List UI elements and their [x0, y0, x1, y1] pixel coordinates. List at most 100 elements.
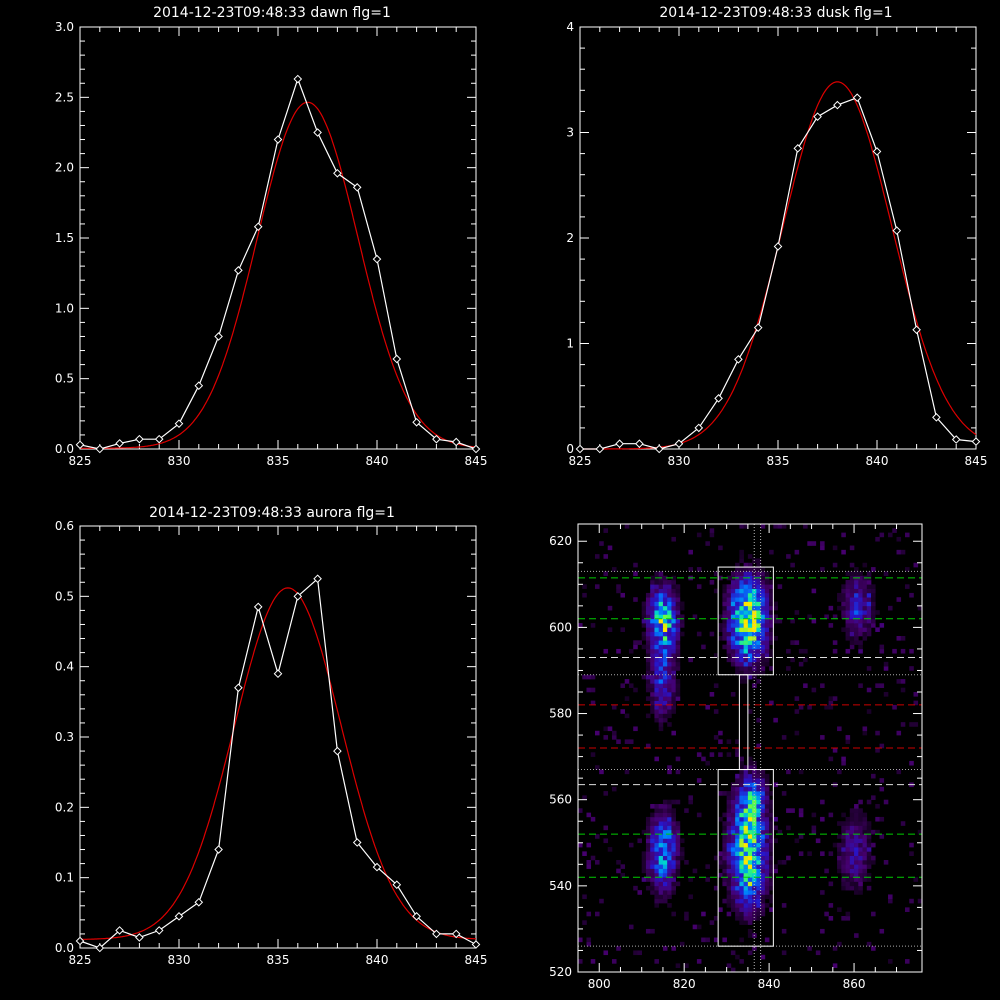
heatmap-cell [879, 778, 885, 783]
heatmap-cell [743, 778, 749, 783]
heatmap-cell [747, 674, 753, 680]
heatmap-cell [726, 872, 732, 878]
heatmap-cell [726, 631, 732, 637]
heatmap-cell [671, 847, 676, 852]
heatmap-cell [824, 868, 829, 874]
heatmap-cell [854, 851, 859, 856]
heatmap-cell [658, 661, 664, 667]
heatmap-cell [756, 636, 761, 641]
heatmap-cell [811, 541, 817, 546]
heatmap-cell [730, 903, 736, 908]
heatmap-cell [620, 627, 626, 632]
heatmap-cell [756, 631, 761, 637]
heatmap-cell [862, 847, 868, 852]
heatmap-cell [624, 713, 630, 719]
heatmap-cell [650, 679, 655, 684]
heatmap-cell [650, 575, 655, 581]
heatmap-cell [862, 580, 868, 585]
heatmap-cell [650, 631, 655, 637]
heatmap-cell [645, 838, 651, 844]
heatmap-cell [900, 679, 906, 684]
heatmap-cell [730, 644, 736, 650]
heatmap-cell [654, 877, 659, 882]
dusk-data-point [575, 444, 585, 454]
heatmap-cell [730, 648, 736, 654]
heatmap-cell [735, 890, 740, 895]
heatmap-cell [845, 592, 851, 598]
heatmap-cell [726, 808, 732, 813]
heatmap-cell [752, 808, 757, 813]
heatmap-cell [594, 765, 600, 770]
heatmap-cell [586, 864, 592, 869]
heatmap-cell [743, 679, 749, 684]
dusk-data-point [654, 444, 664, 454]
heatmap-cell [692, 868, 698, 874]
heatmap-cell [854, 821, 859, 826]
heatmap-cell [675, 864, 681, 869]
heatmap-cell [735, 648, 740, 654]
heatmap-cell [900, 636, 906, 641]
heatmap-cell [633, 950, 638, 956]
heatmap-cell [739, 812, 744, 818]
dawn-data-point [154, 434, 164, 444]
heatmap-cell [667, 894, 672, 900]
heatmap-cell [871, 911, 876, 917]
heatmap-cell [854, 601, 859, 607]
heatmap-cell [743, 877, 749, 882]
heatmap-cell [662, 610, 668, 615]
heatmap-cell [735, 562, 740, 568]
heatmap-cell [645, 605, 651, 611]
heatmap-cell [671, 580, 676, 585]
heatmap-cell [675, 696, 681, 701]
heatmap-cell [756, 623, 761, 628]
heatmap-cell [671, 605, 676, 611]
heatmap-cell [730, 864, 736, 869]
heatmap-cell [735, 592, 740, 598]
heatmap-cell [650, 601, 655, 607]
heatmap-cell [671, 730, 676, 736]
heatmap-cell [739, 674, 744, 680]
heatmap-cell [726, 657, 732, 663]
heatmap-cell [752, 860, 757, 865]
heatmap-cell [722, 838, 727, 844]
heatmap-cell [722, 881, 727, 887]
heatmap-cell [675, 657, 681, 663]
heatmap-cell [662, 713, 668, 719]
heatmap-cell [726, 963, 732, 968]
heatmap-cell [654, 623, 659, 628]
dawn-data-point [95, 444, 105, 454]
heatmap-cell [730, 907, 736, 912]
heatmap-cell [650, 838, 655, 844]
heatmap-cell [849, 597, 855, 602]
heatmap-cell [739, 786, 744, 792]
heatmap-cell [743, 842, 749, 848]
heatmap-cell [688, 567, 693, 572]
heatmap-cell [854, 872, 859, 878]
heatmap-cell [849, 868, 855, 874]
heatmap-cell [735, 597, 740, 602]
heatmap-cell [658, 717, 664, 723]
heatmap-cell [637, 838, 643, 844]
heatmap-cell [654, 881, 659, 887]
heatmap-cell [773, 605, 778, 611]
heatmap-cell [760, 597, 766, 602]
heatmap-cell [756, 868, 761, 874]
heatmap-cell [730, 804, 736, 809]
heatmap-cell [871, 860, 876, 865]
heatmap-cell [841, 592, 846, 598]
heatmap-cell [650, 666, 655, 671]
heatmap-cell [650, 700, 655, 706]
heatmap-cell [654, 804, 659, 809]
heatmap-cell [658, 692, 664, 697]
heatmap-cell [747, 644, 753, 650]
heatmap-cell [773, 618, 778, 624]
heatmap-cell [735, 864, 740, 869]
heatmap-cell [769, 627, 774, 632]
heatmap-cell [654, 816, 659, 822]
heatmap-cell [645, 683, 651, 688]
heatmap-cell [633, 726, 638, 732]
heatmap-cell [752, 898, 757, 904]
heatmap-cell [675, 825, 681, 831]
heatmap-cell [709, 532, 715, 538]
